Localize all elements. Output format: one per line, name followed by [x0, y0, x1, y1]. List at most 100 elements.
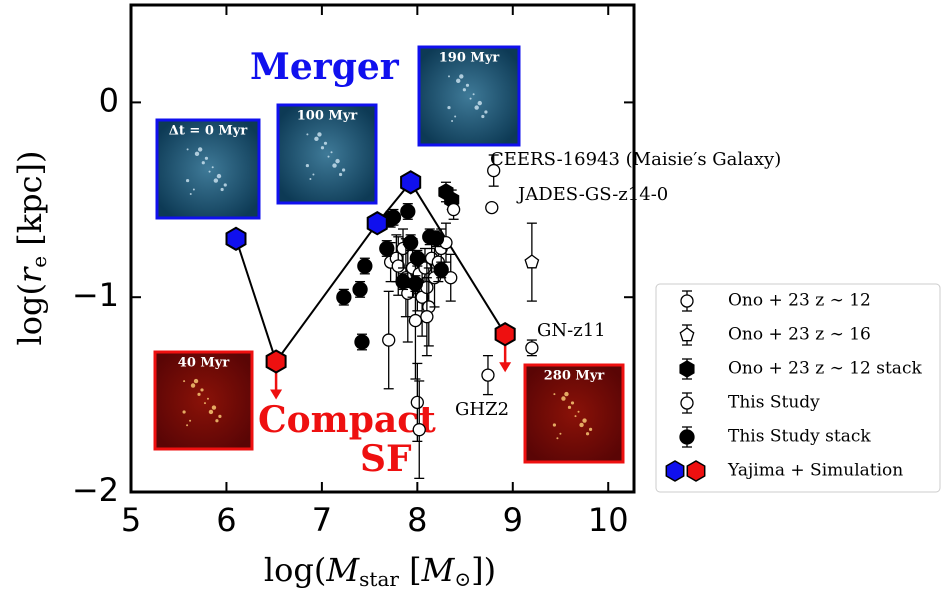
y-axis-label-part: r: [11, 266, 49, 283]
point: [225, 226, 247, 251]
inset-speck: [208, 409, 214, 415]
limit-arrowhead: [499, 362, 512, 373]
inset-image: [155, 118, 261, 220]
inset-speck: [469, 97, 472, 100]
x-tick-label: 7: [312, 501, 332, 539]
annotation: CEERS-16943 (Maisie′s Galaxy): [490, 149, 781, 170]
inset-speck: [317, 132, 322, 137]
y-axis-label: log(re [kpc]): [11, 150, 51, 345]
annotation: GHZ2: [455, 399, 509, 420]
inset-speck: [211, 405, 217, 410]
x-tick-label: 6: [216, 501, 236, 539]
x-tick-label: 10: [588, 501, 629, 539]
inset-speck: [190, 383, 196, 388]
inset-speck: [459, 74, 464, 79]
inset-speck: [203, 402, 206, 405]
inset-speck: [484, 110, 488, 114]
inset-speck: [218, 414, 222, 418]
inset-speck: [472, 93, 475, 96]
compact-label: SF: [360, 438, 412, 480]
inset-speck: [192, 188, 195, 191]
point: [428, 231, 445, 247]
inset-speck: [189, 192, 192, 195]
inset-speck: [552, 423, 557, 427]
inset-speck: [559, 432, 562, 435]
annotation: GN-z11: [537, 320, 606, 341]
inset-speck: [564, 391, 569, 397]
point: [487, 163, 501, 178]
inset-speck: [312, 173, 315, 176]
point: [408, 313, 423, 328]
inset-speck: [215, 419, 219, 423]
inset-speck: [338, 172, 343, 177]
inset-speck: [474, 105, 479, 110]
inset-speck: [577, 410, 580, 413]
inset-speck: [186, 424, 189, 427]
point: [485, 200, 499, 215]
inset-speck: [197, 392, 201, 396]
point: [420, 310, 434, 324]
inset-label: 100 Myr: [297, 109, 358, 124]
inset-speck: [330, 151, 333, 154]
x-axis-label-part: ⊙: [454, 567, 471, 591]
inset-speck: [332, 163, 337, 168]
y-tick-label: −2: [72, 471, 119, 509]
point: [433, 262, 449, 278]
legend-marker: [679, 429, 695, 445]
inset-speck: [341, 168, 346, 172]
inset-speck: [200, 388, 204, 392]
inset-speck: [206, 397, 209, 400]
inset-image: [276, 103, 378, 205]
inset-speck: [183, 380, 186, 383]
point: [336, 289, 352, 305]
point: [403, 235, 419, 251]
inset-speck: [213, 178, 219, 183]
x-tick-label: 5: [121, 501, 141, 539]
inset-speck: [456, 78, 461, 84]
inset-speck: [197, 147, 203, 152]
point: [525, 341, 539, 355]
inset-speck: [193, 378, 199, 384]
inset-speck: [447, 105, 451, 110]
x-axis-label-part: star: [359, 567, 399, 591]
inset-speck: [465, 83, 470, 87]
inset-label: 190 Myr: [439, 51, 500, 66]
x-axis-label-part: ]): [471, 551, 496, 589]
annotation: JADES-GS-z14-0: [516, 184, 668, 205]
inset-speck: [567, 405, 572, 409]
sim-line: [235, 180, 506, 364]
legend-marker: [679, 360, 695, 378]
inset-speck: [561, 396, 566, 401]
inset-speck: [477, 100, 482, 106]
inset-speck: [211, 166, 214, 169]
legend-marker: [686, 460, 706, 482]
inset-speck: [556, 437, 559, 440]
point: [357, 258, 373, 274]
inset-speck: [314, 136, 319, 142]
point: [446, 202, 461, 217]
x-tick-label: 9: [503, 501, 523, 539]
inset-speck: [553, 393, 556, 396]
point: [400, 170, 422, 195]
inset-speck: [579, 422, 584, 428]
point: [395, 273, 411, 290]
inset-speck: [194, 151, 200, 157]
inset-label: Δt = 0 Myr: [169, 124, 248, 139]
inset-speck: [335, 158, 340, 164]
x-axis-label-part: M: [421, 551, 456, 589]
inset-speck: [208, 170, 211, 173]
point: [481, 368, 495, 382]
inset-speck: [182, 410, 186, 414]
y-tick-label: −1: [72, 276, 119, 314]
y-axis-label-part: log(: [11, 283, 49, 345]
legend-label: Ono + 23 z ∼ 16: [728, 325, 871, 345]
legend-box: [655, 283, 941, 493]
legend-label: This Study: [728, 393, 820, 413]
legend-marker: [679, 327, 695, 342]
point: [352, 281, 368, 298]
inset-speck: [585, 432, 590, 436]
inset-speck: [223, 183, 227, 187]
inset-speck: [220, 187, 224, 192]
y-axis-label-part: [kpc]): [11, 150, 49, 255]
